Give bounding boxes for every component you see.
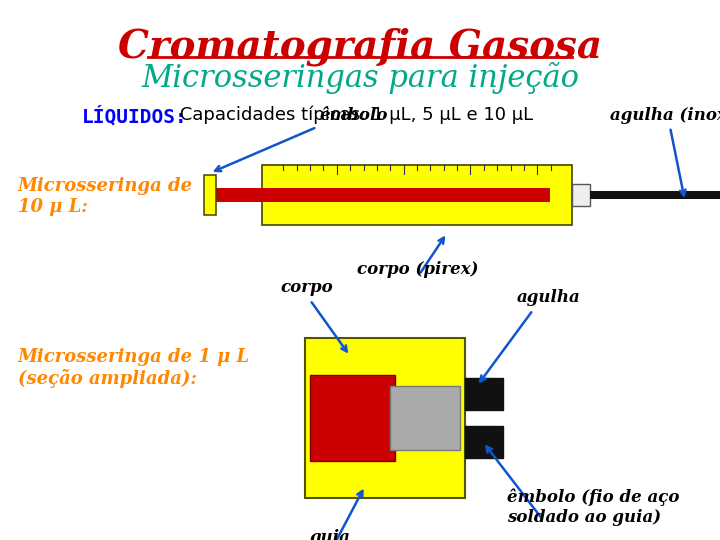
Bar — [305, 338, 465, 498]
Text: Microsseringa de 1 μ L
(seção ampliada):: Microsseringa de 1 μ L (seção ampliada): — [18, 348, 250, 388]
Text: agulha: agulha — [517, 289, 581, 306]
Text: corpo: corpo — [280, 279, 333, 296]
Text: guia: guia — [310, 529, 351, 540]
Text: Microsseringa de
10 μ L:: Microsseringa de 10 μ L: — [18, 177, 193, 216]
Bar — [465, 426, 503, 458]
Bar — [204, 175, 216, 215]
Bar — [210, 188, 550, 202]
Text: agulha (inox 316): agulha (inox 316) — [610, 107, 720, 124]
Bar — [262, 165, 572, 225]
Text: êmbolo (fio de aço
soldado ao guia): êmbolo (fio de aço soldado ao guia) — [507, 489, 680, 526]
Text: Cromatografia Gasosa: Cromatografia Gasosa — [118, 28, 602, 66]
Text: corpo (pirex): corpo (pirex) — [357, 261, 479, 278]
Text: êmbolo: êmbolo — [319, 107, 387, 124]
Text: Capacidades típicas: 1 μL, 5 μL e 10 μL: Capacidades típicas: 1 μL, 5 μL e 10 μL — [174, 106, 533, 125]
Bar — [390, 386, 460, 450]
Text: Microsseringas para injeção: Microsseringas para injeção — [141, 62, 579, 94]
Bar — [310, 375, 395, 461]
Bar — [572, 184, 590, 206]
Text: LÍQUIDOS:: LÍQUIDOS: — [82, 106, 188, 126]
Bar — [465, 378, 503, 410]
Bar — [590, 191, 720, 199]
